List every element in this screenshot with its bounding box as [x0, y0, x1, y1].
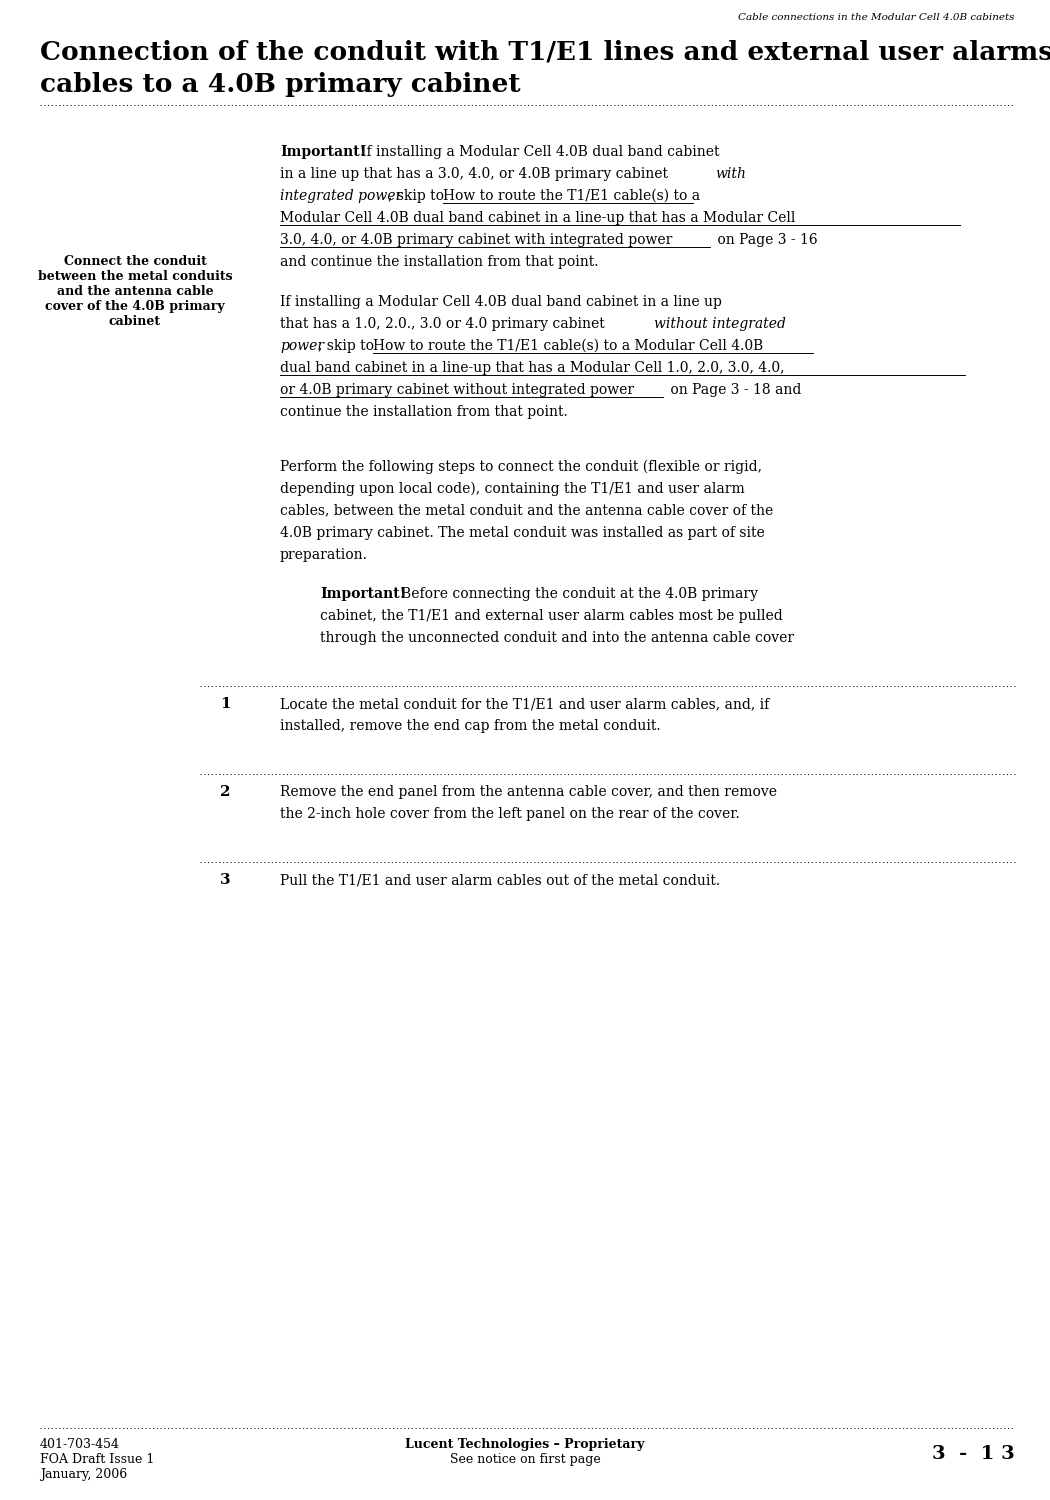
Text: Important!: Important!: [320, 586, 405, 602]
Text: without integrated: without integrated: [654, 316, 785, 330]
Text: preparation.: preparation.: [280, 548, 368, 561]
Text: continue the installation from that point.: continue the installation from that poin…: [280, 405, 568, 418]
Text: Before connecting the conduit at the 4.0B primary: Before connecting the conduit at the 4.0…: [388, 586, 758, 602]
Text: cabinet, the T1/E1 and external user alarm cables most be pulled: cabinet, the T1/E1 and external user ala…: [320, 609, 782, 622]
Text: Remove the end panel from the antenna cable cover, and then remove: Remove the end panel from the antenna ca…: [280, 784, 777, 800]
Text: , skip to: , skip to: [318, 339, 378, 352]
Text: Important!: Important!: [280, 146, 365, 159]
Text: 401-703-454: 401-703-454: [40, 1438, 120, 1450]
Text: Perform the following steps to connect the conduit (flexible or rigid,: Perform the following steps to connect t…: [280, 459, 762, 474]
Text: 3.0, 4.0, or 4.0B primary cabinet with integrated power: 3.0, 4.0, or 4.0B primary cabinet with i…: [280, 232, 672, 248]
Text: 1: 1: [220, 698, 231, 711]
Text: dual band cabinet in a line-up that has a Modular Cell 1.0, 2.0, 3.0, 4.0,: dual band cabinet in a line-up that has …: [280, 360, 784, 375]
Text: How to route the T1/E1 cable(s) to a Modular Cell 4.0B: How to route the T1/E1 cable(s) to a Mod…: [373, 339, 763, 352]
Text: FOA Draft Issue 1: FOA Draft Issue 1: [40, 1454, 154, 1466]
Text: 2: 2: [220, 784, 231, 800]
Text: that has a 1.0, 2.0., 3.0 or 4.0 primary cabinet: that has a 1.0, 2.0., 3.0 or 4.0 primary…: [280, 316, 609, 330]
Text: Cable connections in the Modular Cell 4.0B cabinets: Cable connections in the Modular Cell 4.…: [738, 13, 1015, 22]
Text: Modular Cell 4.0B dual band cabinet in a line-up that has a Modular Cell: Modular Cell 4.0B dual band cabinet in a…: [280, 211, 796, 225]
Text: , skip to: , skip to: [388, 189, 448, 202]
Text: on Page 3 - 18 and: on Page 3 - 18 and: [666, 382, 801, 396]
Text: Pull the T1/E1 and user alarm cables out of the metal conduit.: Pull the T1/E1 and user alarm cables out…: [280, 873, 720, 886]
Text: Lucent Technologies – Proprietary: Lucent Technologies – Proprietary: [405, 1438, 645, 1450]
Text: cables, between the metal conduit and the antenna cable cover of the: cables, between the metal conduit and th…: [280, 504, 773, 518]
Text: 4.0B primary cabinet. The metal conduit was installed as part of site: 4.0B primary cabinet. The metal conduit …: [280, 525, 764, 540]
Text: If installing a Modular Cell 4.0B dual band cabinet: If installing a Modular Cell 4.0B dual b…: [348, 146, 719, 159]
Text: or 4.0B primary cabinet without integrated power: or 4.0B primary cabinet without integrat…: [280, 382, 634, 396]
Text: power: power: [280, 339, 324, 352]
Text: How to route the T1/E1 cable(s) to a: How to route the T1/E1 cable(s) to a: [443, 189, 700, 202]
Text: Locate the metal conduit for the T1/E1 and user alarm cables, and, if: Locate the metal conduit for the T1/E1 a…: [280, 698, 770, 711]
Text: in a line up that has a 3.0, 4.0, or 4.0B primary cabinet: in a line up that has a 3.0, 4.0, or 4.0…: [280, 166, 672, 182]
Text: Connect the conduit
between the metal conduits
and the antenna cable
cover of th: Connect the conduit between the metal co…: [38, 255, 232, 328]
Text: See notice on first page: See notice on first page: [449, 1454, 601, 1466]
Text: installed, remove the end cap from the metal conduit.: installed, remove the end cap from the m…: [280, 718, 660, 734]
Text: with: with: [715, 166, 746, 182]
Text: cables to a 4.0B primary cabinet: cables to a 4.0B primary cabinet: [40, 72, 521, 98]
Text: the 2-inch hole cover from the left panel on the rear of the cover.: the 2-inch hole cover from the left pane…: [280, 807, 740, 820]
Text: January, 2006: January, 2006: [40, 1468, 127, 1480]
Text: on Page 3 - 16: on Page 3 - 16: [713, 232, 818, 248]
Text: If installing a Modular Cell 4.0B dual band cabinet in a line up: If installing a Modular Cell 4.0B dual b…: [280, 294, 722, 309]
Text: 3  -  1 3: 3 - 1 3: [932, 1444, 1015, 1462]
Text: 3: 3: [220, 873, 231, 886]
Text: and continue the installation from that point.: and continue the installation from that …: [280, 255, 598, 268]
Text: through the unconnected conduit and into the antenna cable cover: through the unconnected conduit and into…: [320, 632, 794, 645]
Text: integrated power: integrated power: [280, 189, 402, 202]
Text: Connection of the conduit with T1/E1 lines and external user alarms: Connection of the conduit with T1/E1 lin…: [40, 40, 1050, 64]
Text: depending upon local code), containing the T1/E1 and user alarm: depending upon local code), containing t…: [280, 482, 744, 496]
